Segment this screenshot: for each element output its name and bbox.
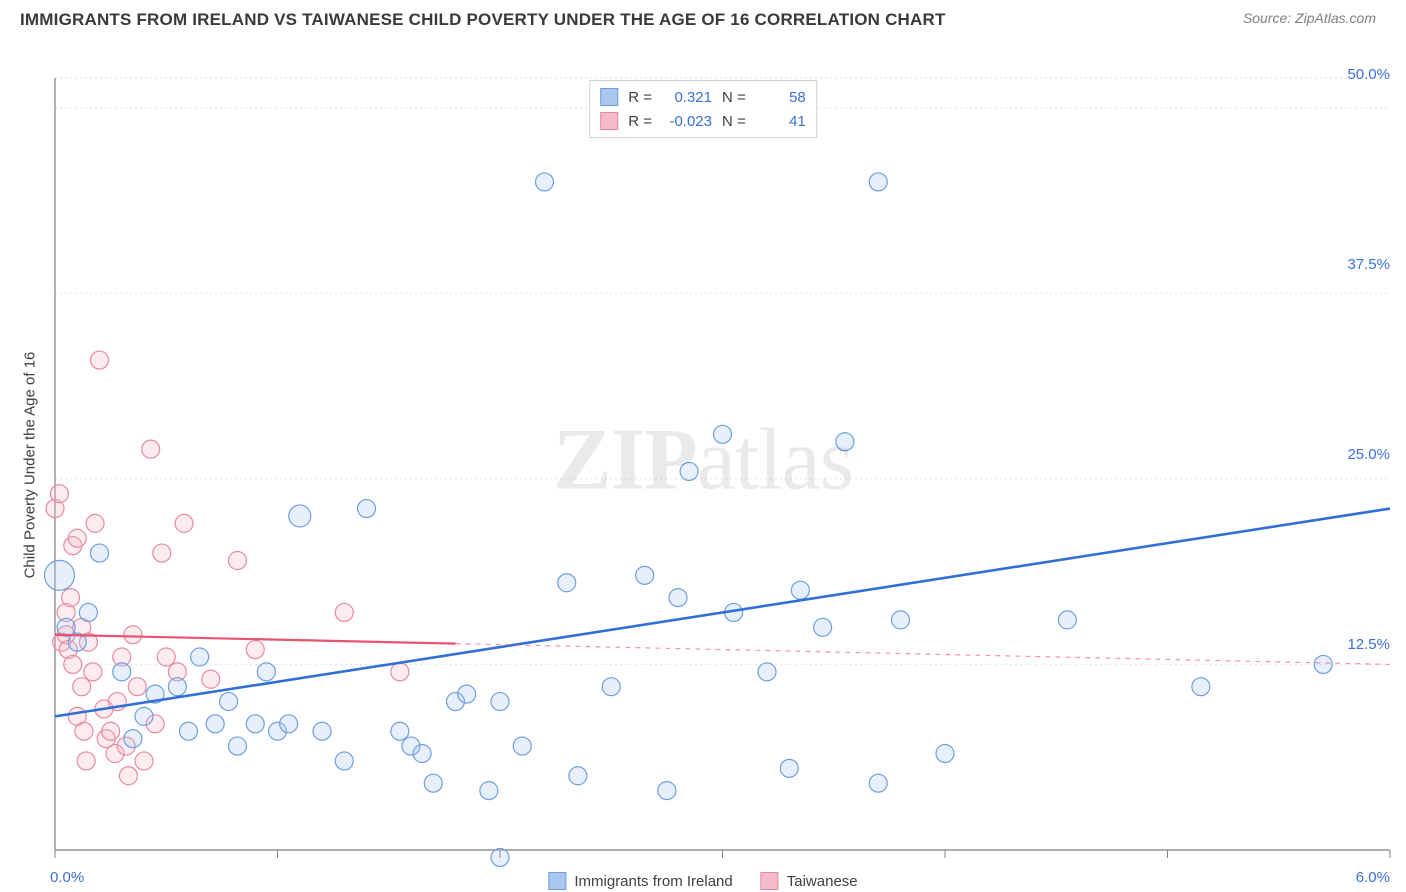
chart-title: IMMIGRANTS FROM IRELAND VS TAIWANESE CHI… [20, 10, 946, 29]
r-value: -0.023 [662, 113, 712, 130]
y-tick-label: 37.5% [1347, 256, 1390, 273]
y-tick-label: 12.5% [1347, 636, 1390, 653]
r-label: R = [628, 113, 652, 130]
series-legend: Immigrants from Ireland Taiwanese [548, 872, 857, 890]
r-value: 0.321 [662, 89, 712, 106]
legend-swatch-icon [600, 88, 618, 106]
scatter-plot-svg [0, 38, 1406, 892]
n-label: N = [722, 89, 746, 106]
legend-swatch-icon [548, 872, 566, 890]
legend-item: Immigrants from Ireland [548, 872, 732, 890]
x-tick-label: 0.0% [50, 869, 84, 886]
x-tick-label: 6.0% [1356, 869, 1390, 886]
y-tick-label: 50.0% [1347, 66, 1390, 83]
y-tick-label: 25.0% [1347, 446, 1390, 463]
n-value: 58 [756, 89, 806, 106]
n-value: 41 [756, 113, 806, 130]
legend-row-series-0: R = 0.321 N = 58 [600, 85, 806, 109]
legend-swatch-icon [761, 872, 779, 890]
chart-area: Child Poverty Under the Age of 16 ZIPatl… [0, 38, 1406, 892]
legend-swatch-icon [600, 112, 618, 130]
legend-label: Taiwanese [787, 873, 858, 890]
legend-label: Immigrants from Ireland [574, 873, 732, 890]
r-label: R = [628, 89, 652, 106]
y-axis-label: Child Poverty Under the Age of 16 [22, 352, 39, 579]
legend-row-series-1: R = -0.023 N = 41 [600, 109, 806, 133]
n-label: N = [722, 113, 746, 130]
source-label: Source: ZipAtlas.com [1243, 10, 1376, 26]
legend-item: Taiwanese [761, 872, 858, 890]
correlation-legend: R = 0.321 N = 58 R = -0.023 N = 41 [589, 80, 817, 138]
